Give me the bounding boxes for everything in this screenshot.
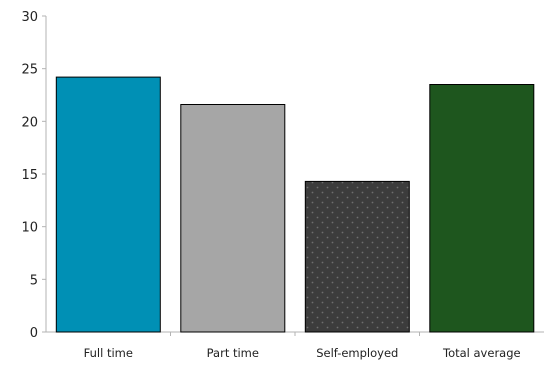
y-tick-label: 25: [21, 63, 38, 78]
y-tick-labels: 0 5 10 15 20 25 30: [21, 10, 38, 341]
y-tick-label: 15: [21, 168, 38, 183]
y-tick-label: 0: [30, 326, 38, 341]
x-tick-labels: Full time Part time Self-employed Total ave…: [84, 346, 521, 360]
bar: [304, 180, 410, 333]
x-tick-label: Part time: [207, 346, 259, 360]
x-tick-label: Total average: [442, 346, 521, 360]
bar: [429, 84, 535, 333]
bars: [55, 76, 535, 333]
y-tick-label: 20: [21, 115, 38, 130]
y-tick-label: 30: [21, 10, 38, 25]
y-tick-label: 5: [30, 273, 38, 288]
x-tick-label: Full time: [84, 346, 133, 360]
bar: [55, 76, 161, 333]
bar: [180, 104, 286, 333]
x-tick-label: Self-employed: [316, 346, 398, 360]
y-tick-label: 10: [21, 221, 38, 236]
